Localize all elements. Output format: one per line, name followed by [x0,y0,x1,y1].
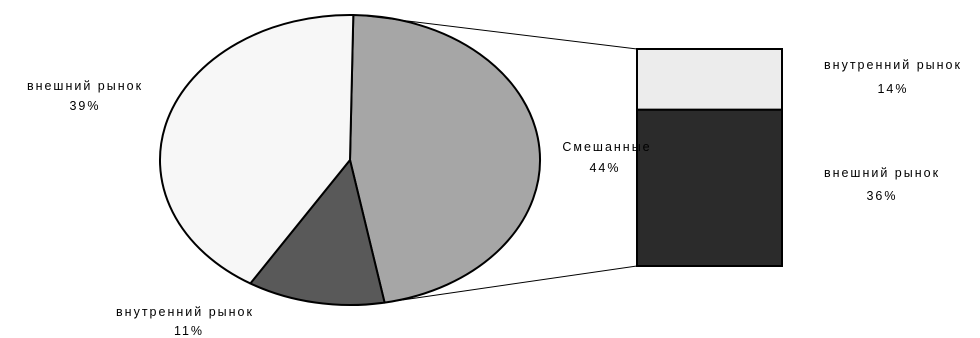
pie-slice-1 [249,159,386,306]
label-internal-market: внутренний рынок 11% [116,305,254,338]
slice-percent-internal-market: 11% [174,324,204,338]
bar-segment-0 [636,48,783,111]
pie-slice-2 [159,14,355,285]
slice-label-internal-market: внутренний рынок [116,305,254,319]
slice-label-mixed: Смешанные [562,140,651,154]
connector-line-0 [359,14,638,50]
bar-segment-label-internal: внутренний рынок [824,58,962,72]
main-pie [159,14,542,306]
bar-label-external: внешний рынок 36% [824,166,940,203]
breakdown-bar [636,48,783,268]
bar-segment-percent-internal: 14% [877,82,908,96]
connector-line-1 [391,265,638,303]
slice-percent-mixed: 44% [589,161,620,175]
slice-percent-external-market: 39% [69,99,100,113]
pie-slice-0 [349,14,542,304]
bar-label-internal: внутренний рынок 14% [824,58,962,96]
slice-label-external-market: внешний рынок [27,79,143,93]
bar-segment-1 [636,108,783,268]
label-external-market: внешний рынок 39% [27,79,143,113]
label-mixed: Смешанные 44% [562,140,651,175]
bar-segment-percent-external: 36% [866,189,897,203]
connector-lines [359,14,638,303]
bar-segment-label-external: внешний рынок [824,166,940,180]
